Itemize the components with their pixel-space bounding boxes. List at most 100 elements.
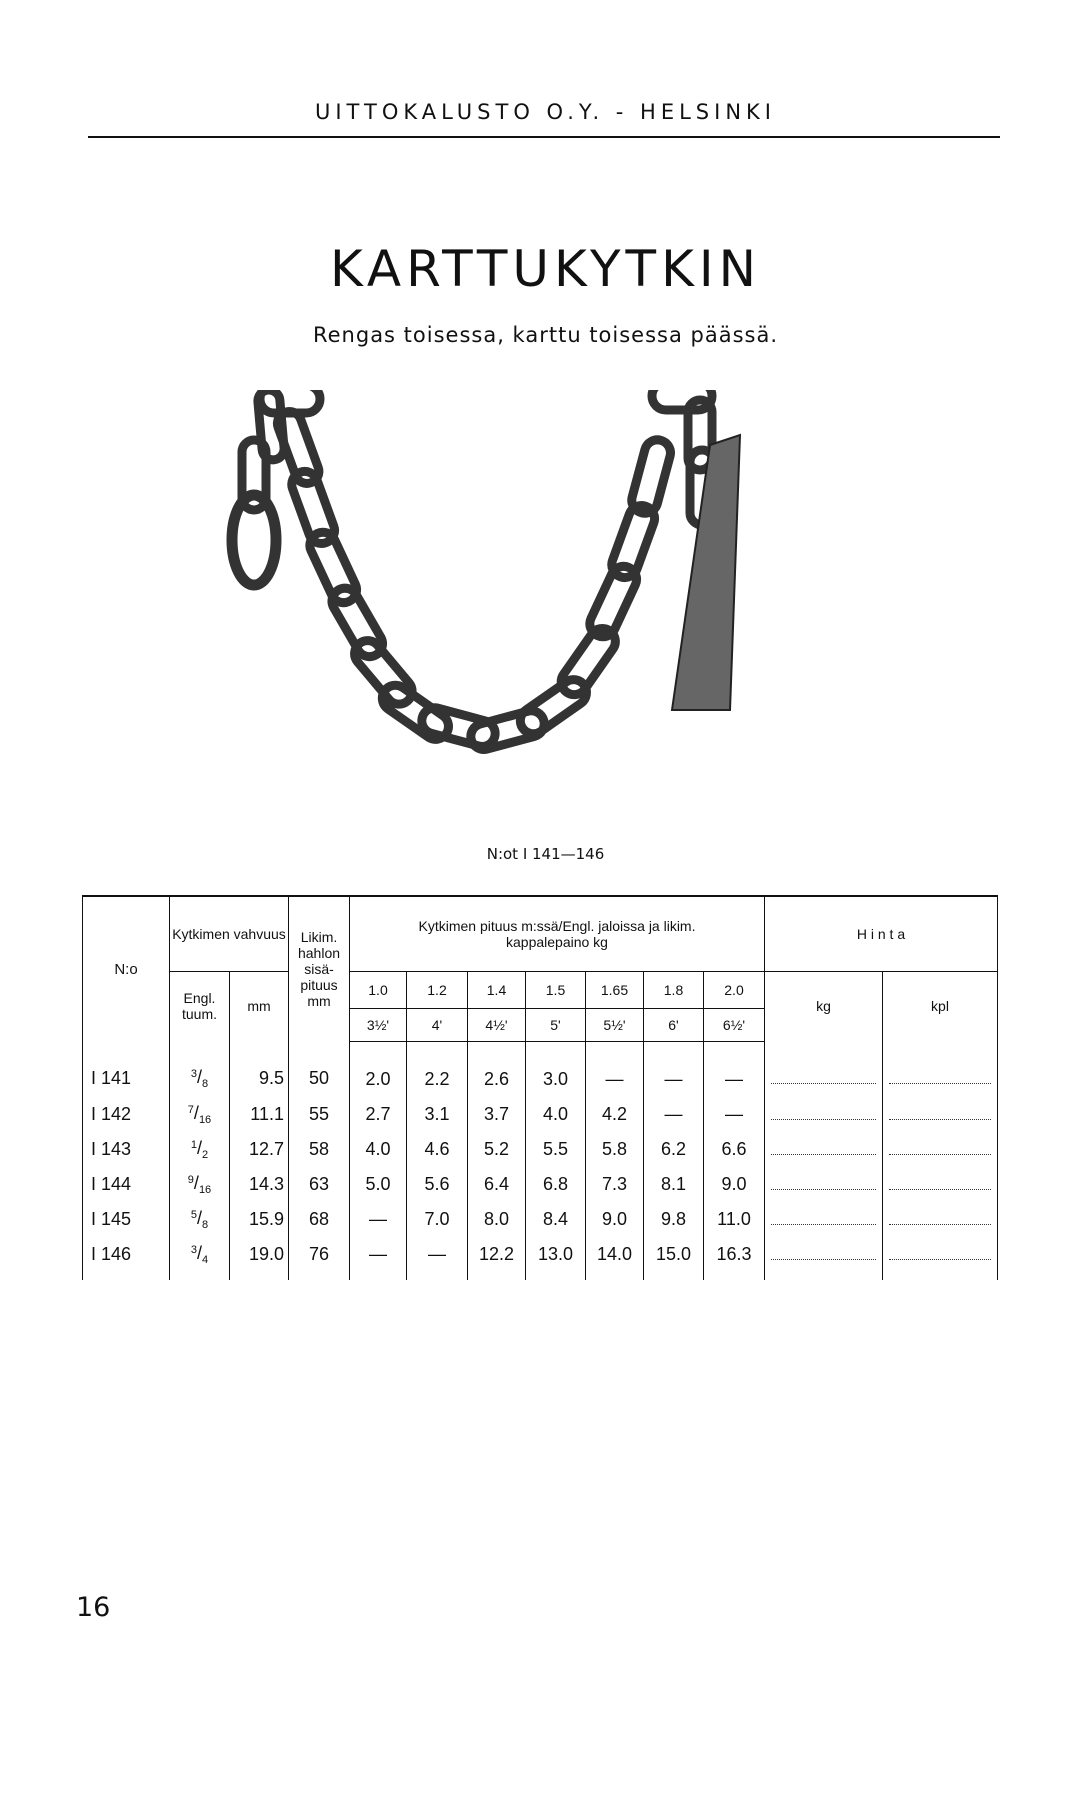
header-price-kpl: kpl — [882, 971, 998, 1041]
header-rule — [88, 136, 1000, 138]
strength-inch: 3/4 — [169, 1236, 230, 1280]
weight-cell: — — [643, 1041, 704, 1097]
price-kpl-blank[interactable] — [882, 1236, 998, 1280]
weight-cell: 5.5 — [525, 1131, 586, 1167]
weight-cell: 2.0 — [349, 1041, 407, 1097]
product-table: N:o Kytkimen vahvuus Likim. hahlon sisä-… — [82, 895, 998, 1280]
frac-den: 8 — [202, 1078, 209, 1091]
length-ft-1: 4' — [406, 1008, 468, 1042]
price-kg-blank[interactable] — [764, 1131, 883, 1167]
frac-den: 8 — [202, 1218, 209, 1231]
price-kg-blank[interactable] — [764, 1201, 883, 1237]
table-row: I 141 3/8 9.5 50 2.0 2.2 2.6 3.0— — — — [82, 1041, 998, 1097]
header-strength-inch: Engl. tuum. — [169, 971, 230, 1041]
frac-num: 1 — [190, 1138, 197, 1151]
price-kg-blank[interactable] — [764, 1041, 883, 1097]
length-m-4: 1.65 — [585, 971, 644, 1009]
weight-cell: 3.1 — [406, 1096, 468, 1132]
weight-cell: — — [703, 1041, 765, 1097]
weight-cell: 3.0 — [525, 1041, 586, 1097]
figure-caption: N:ot I 141—146 — [486, 845, 605, 863]
page-subtitle: Rengas toisessa, karttu toisessa päässä. — [312, 323, 778, 347]
toggle-bar — [670, 433, 742, 711]
end-ring — [226, 489, 282, 591]
item-number: I 143 — [82, 1131, 170, 1167]
weight-cell: 4.0 — [525, 1096, 586, 1132]
price-kpl-blank[interactable] — [882, 1131, 998, 1167]
strength-inch: 9/16 — [169, 1166, 230, 1202]
weight-cell: 2.7 — [349, 1096, 407, 1132]
weight-cell: 5.2 — [467, 1131, 526, 1167]
price-kg-blank[interactable] — [764, 1236, 883, 1280]
price-kpl-blank[interactable] — [882, 1166, 998, 1202]
weight-cell: 6.2 — [643, 1131, 704, 1167]
weight-cell: — — [643, 1096, 704, 1132]
weight-cell: — — [703, 1096, 765, 1132]
frac-num: 9 — [187, 1173, 194, 1186]
weight-cell: 9.8 — [643, 1201, 704, 1237]
price-kg-blank[interactable] — [764, 1096, 883, 1132]
page-title: KARTTUKYTKIN — [329, 240, 762, 298]
weight-cell: 8.0 — [467, 1201, 526, 1237]
length-m-3: 1.5 — [525, 971, 586, 1009]
link-length: 55 — [288, 1096, 350, 1132]
weight-cell: — — [585, 1041, 644, 1097]
length-ft-6: 6½' — [703, 1008, 765, 1042]
table-row: I 145 5/8 15.9 68—7.0 8.0 8.4 9.0 9.8 11.0 — [82, 1201, 998, 1237]
weight-cell: 6.6 — [703, 1131, 765, 1167]
length-ft-4: 5½' — [585, 1008, 644, 1042]
item-number: I 145 — [82, 1201, 170, 1237]
company-header: UITTOKALUSTO O.Y. - HELSINKI — [314, 100, 777, 124]
strength-mm: 11.1 — [229, 1096, 289, 1132]
price-kpl-blank[interactable] — [882, 1041, 998, 1097]
strength-inch: 1/2 — [169, 1131, 230, 1167]
weight-cell: 11.0 — [703, 1201, 765, 1237]
weight-cell: 4.6 — [406, 1131, 468, 1167]
weight-cell: 8.4 — [525, 1201, 586, 1237]
price-kg-blank[interactable] — [764, 1166, 883, 1202]
length-ft-3: 5' — [525, 1008, 586, 1042]
price-kpl-blank[interactable] — [882, 1096, 998, 1132]
link-length: 76 — [288, 1236, 350, 1280]
length-m-0: 1.0 — [349, 971, 407, 1009]
strength-inch: 7/16 — [169, 1096, 230, 1132]
strength-inch: 3/8 — [169, 1041, 230, 1097]
strength-mm: 14.3 — [229, 1166, 289, 1202]
item-number: I 144 — [82, 1166, 170, 1202]
length-ft-2: 4½' — [467, 1008, 526, 1042]
link-length: 50 — [288, 1041, 350, 1097]
weight-cell: 13.0 — [525, 1236, 586, 1280]
frac-num: 7 — [187, 1103, 194, 1116]
weight-cell: 15.0 — [643, 1236, 704, 1280]
weight-cell: 9.0 — [703, 1166, 765, 1202]
header-strength: Kytkimen vahvuus — [169, 895, 289, 972]
weight-cell: 2.2 — [406, 1041, 468, 1097]
length-m-1: 1.2 — [406, 971, 468, 1009]
length-m-5: 1.8 — [643, 971, 704, 1009]
header-strength-mm: mm — [229, 971, 289, 1041]
table-row: I 144 9/16 14.3 63 5.0 5.6 6.4 6.8 7.3 8.1 9.0 — [82, 1166, 998, 1202]
page-number: 16 — [76, 1592, 111, 1623]
weight-cell: — — [349, 1201, 407, 1237]
strength-mm: 9.5 — [229, 1041, 289, 1097]
header-no: N:o — [82, 895, 170, 1041]
weight-cell: 4.2 — [585, 1096, 644, 1132]
link-length: 68 — [288, 1201, 350, 1237]
weight-cell: — — [349, 1236, 407, 1280]
weight-cell: 7.0 — [406, 1201, 468, 1237]
length-m-2: 1.4 — [467, 971, 526, 1009]
strength-mm: 19.0 — [229, 1236, 289, 1280]
price-kpl-blank[interactable] — [882, 1201, 998, 1237]
weight-cell: 4.0 — [349, 1131, 407, 1167]
weight-cell: 16.3 — [703, 1236, 765, 1280]
frac-den: 4 — [202, 1253, 209, 1266]
weight-cell: 3.7 — [467, 1096, 526, 1132]
link-length: 63 — [288, 1166, 350, 1202]
weight-cell: 8.1 — [643, 1166, 704, 1202]
frac-den: 16 — [198, 1113, 212, 1126]
length-ft-5: 6' — [643, 1008, 704, 1042]
frac-num: 3 — [190, 1243, 197, 1256]
frac-den: 16 — [198, 1183, 212, 1196]
item-number: I 146 — [82, 1236, 170, 1280]
header-link-length: Likim. hahlon sisä- pituus mm — [288, 895, 350, 1041]
